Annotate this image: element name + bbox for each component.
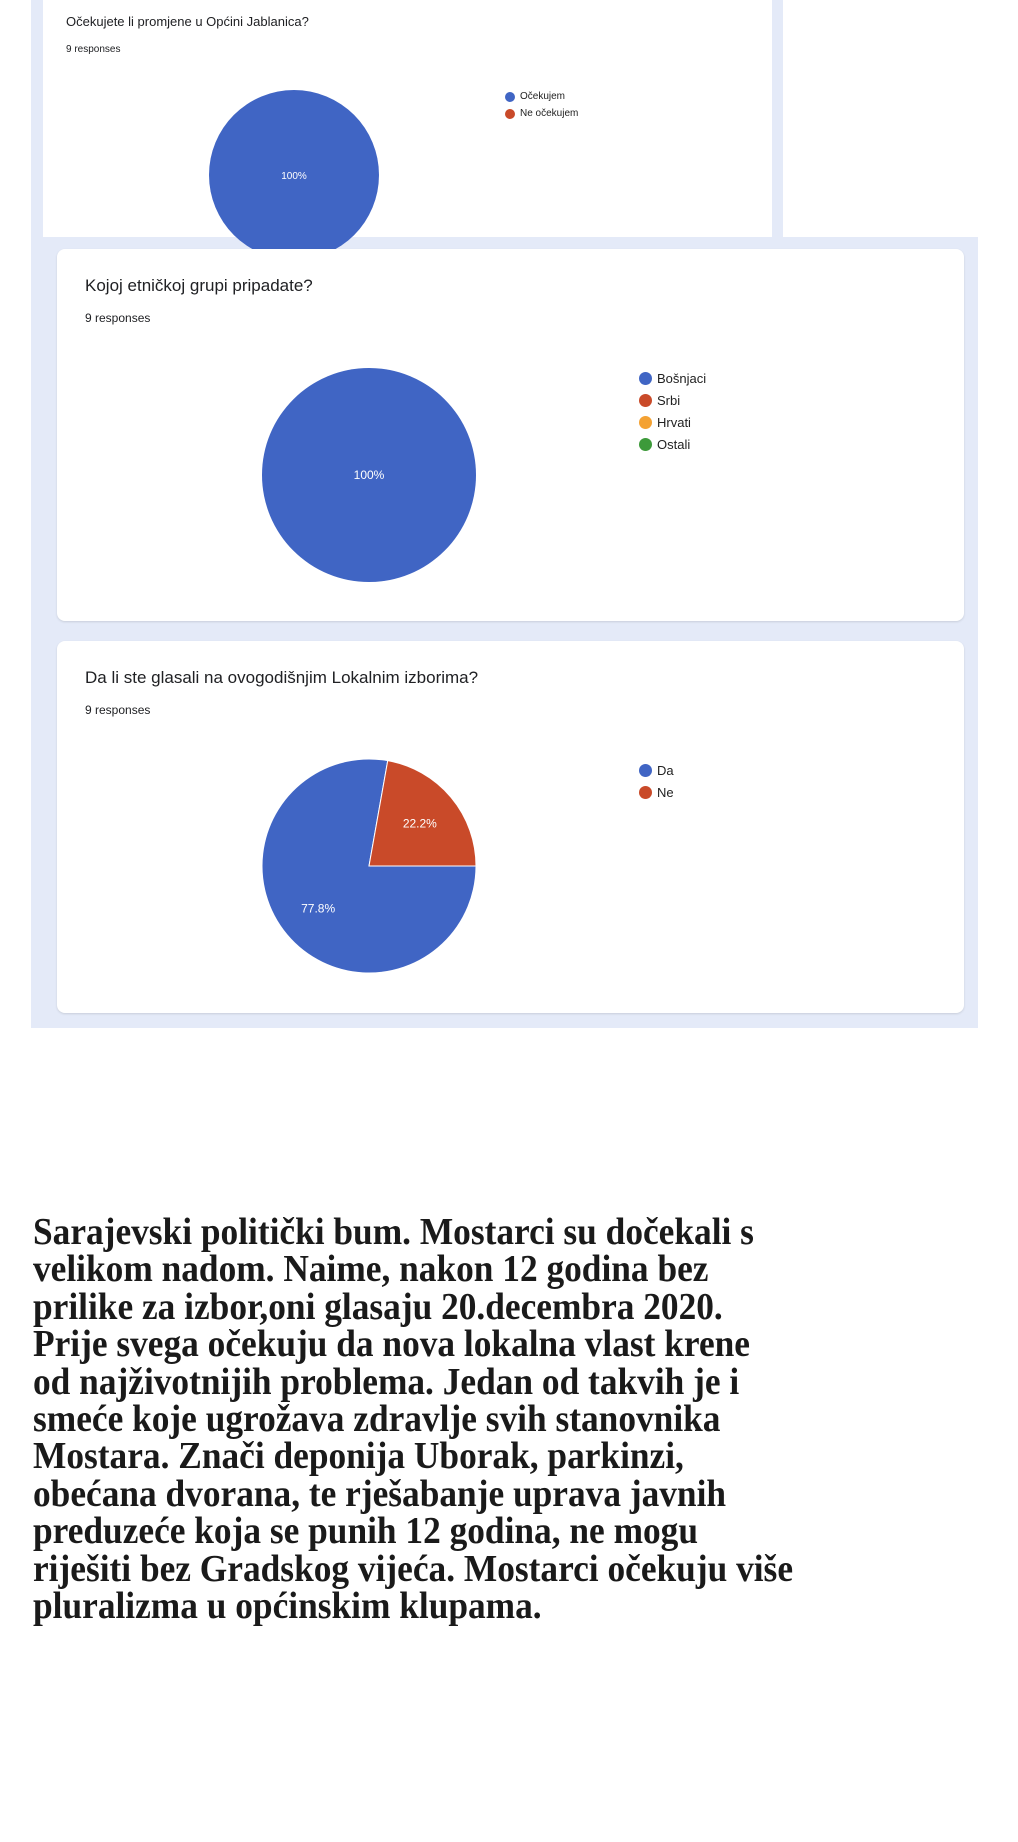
pie-slice-očekujem bbox=[209, 90, 379, 260]
article-line: prilike za izbor,oni glasaju 20.decembra… bbox=[33, 1285, 723, 1328]
legend-dot-icon bbox=[639, 371, 652, 385]
legend-label: Hrvati bbox=[657, 414, 691, 430]
article-text: Sarajevski politički bum. Mostarci su do… bbox=[33, 1211, 1003, 1628]
response-count: 9 responses bbox=[66, 44, 121, 55]
chart-card-ethnicity: Kojoj etničkoj grupi pripadate? 9 respon… bbox=[57, 249, 964, 621]
legend-dot-icon bbox=[639, 785, 652, 799]
legend-item: Ostali bbox=[639, 433, 706, 455]
article-line: smeće koje ugrožava zdravlje svih stanov… bbox=[33, 1398, 721, 1441]
slice-label: 100% bbox=[354, 468, 385, 482]
article-line: Mostara. Znači deponija Uborak, parkinzi… bbox=[33, 1435, 684, 1478]
side-panel bbox=[783, 0, 978, 237]
legend-dot-icon bbox=[639, 415, 652, 429]
legend-dot-icon bbox=[639, 763, 652, 777]
slice-label: 22.2% bbox=[403, 816, 437, 830]
chart-title: Kojoj etničkoj grupi pripadate? bbox=[85, 276, 313, 295]
article-line: preduzeće koja se punih 12 godina, ne mo… bbox=[33, 1510, 699, 1553]
slice-label: 77.8% bbox=[301, 902, 335, 916]
pie-chart: 100% bbox=[262, 368, 476, 582]
chart-title: Očekujete li promjene u Općini Jablanica… bbox=[66, 14, 309, 29]
chart-card-voted: Da li ste glasali na ovogodišnjim Lokaln… bbox=[57, 641, 964, 1013]
pie-chart: 77.8% 22.2% bbox=[261, 758, 477, 974]
legend-item: Očekujem bbox=[505, 88, 578, 105]
article-line: obećana dvorana, te rješabanje uprava ja… bbox=[33, 1472, 727, 1515]
legend-item: Bošnjaci bbox=[639, 367, 706, 389]
legend-item: Ne očekujem bbox=[505, 105, 578, 122]
chart-legend: Da Ne bbox=[639, 759, 674, 803]
legend-item: Hrvati bbox=[639, 411, 706, 433]
legend-item: Da bbox=[639, 759, 674, 781]
pie-slice-da bbox=[261, 758, 477, 974]
legend-dot-icon bbox=[639, 393, 652, 407]
legend-label: Da bbox=[657, 762, 674, 778]
legend-dot-icon bbox=[505, 91, 515, 102]
pie-chart: 100% bbox=[209, 90, 379, 260]
legend-label: Bošnjaci bbox=[657, 370, 707, 386]
article-line: pluralizma u općinskim klupama. bbox=[33, 1585, 542, 1628]
legend-label: Srbi bbox=[657, 392, 681, 408]
chart-legend: Očekujem Ne očekujem bbox=[505, 88, 578, 122]
article-line: riješiti bez Gradskog vijeća. Mostarci o… bbox=[33, 1547, 794, 1590]
legend-label: Ne bbox=[657, 784, 674, 800]
slice-label: 100% bbox=[281, 171, 307, 182]
legend-dot-icon bbox=[505, 108, 515, 119]
article-line: Sarajevski politički bum. Mostarci su do… bbox=[33, 1211, 754, 1253]
response-count: 9 responses bbox=[85, 311, 151, 325]
legend-item: Srbi bbox=[639, 389, 706, 411]
legend-label: Ostali bbox=[657, 436, 691, 452]
pie-slice-ne bbox=[368, 760, 477, 867]
chart-legend: Bošnjaci Srbi Hrvati Ostali bbox=[639, 367, 706, 455]
legend-dot-icon bbox=[639, 437, 652, 451]
chart-card-changes: Očekujete li promjene u Općini Jablanica… bbox=[43, 0, 772, 260]
article-line: Prije svega očekuju da nova lokalna vlas… bbox=[33, 1323, 750, 1366]
article-line: velikom nadom. Naime, nakon 12 godina be… bbox=[33, 1248, 709, 1291]
response-count: 9 responses bbox=[85, 703, 151, 717]
legend-label: Ne očekujem bbox=[520, 108, 579, 119]
chart-title: Da li ste glasali na ovogodišnjim Lokaln… bbox=[85, 668, 479, 687]
pie-slice-bošnjaci bbox=[262, 368, 476, 582]
article-line: od najživotnijih problema. Jedan od takv… bbox=[33, 1360, 740, 1403]
legend-item: Ne bbox=[639, 781, 674, 803]
legend-label: Očekujem bbox=[520, 91, 566, 102]
